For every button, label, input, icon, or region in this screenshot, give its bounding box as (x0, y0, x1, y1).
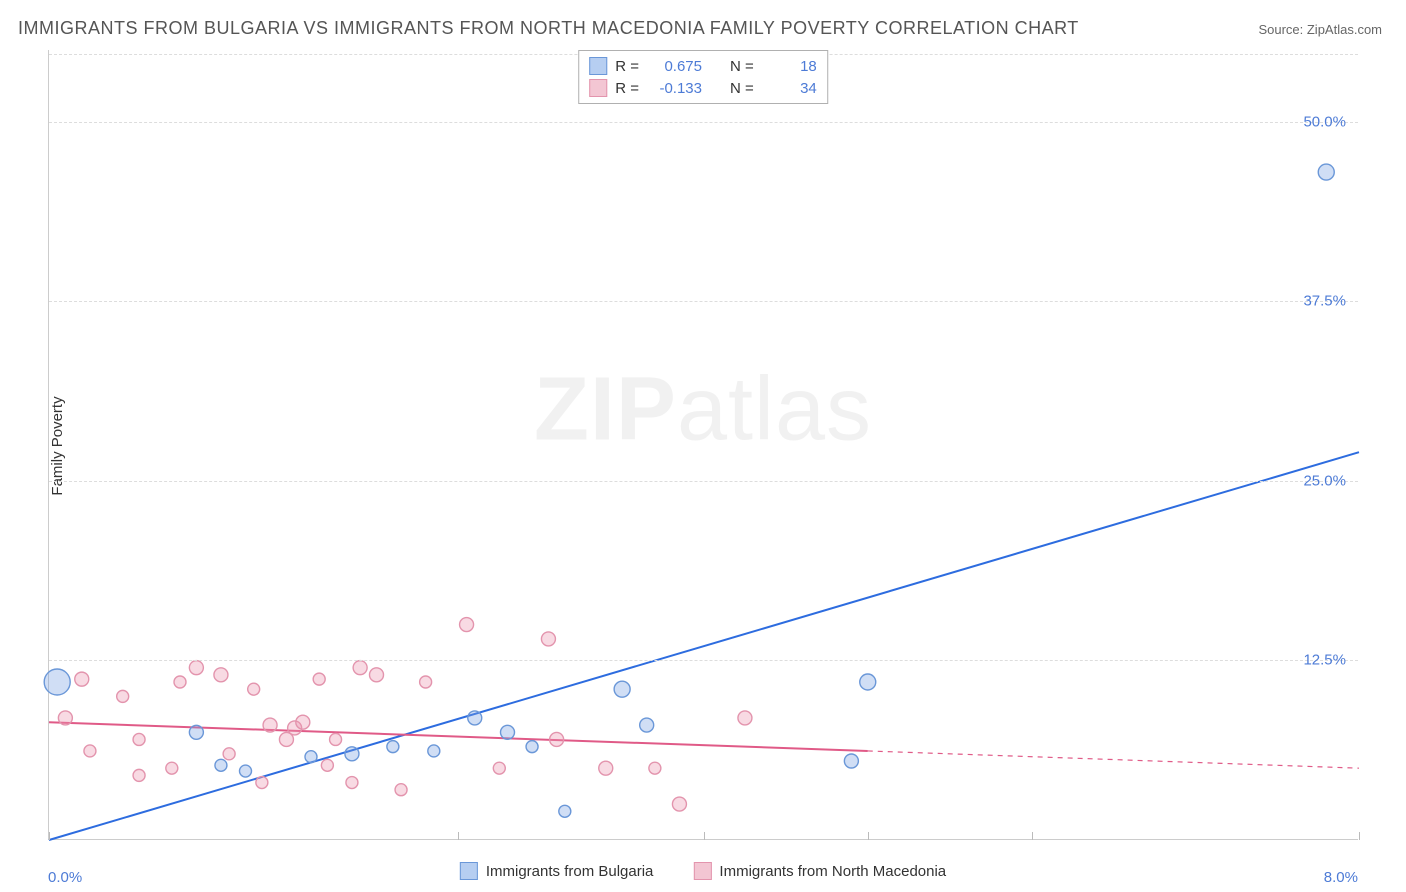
x-axis-max-label: 8.0% (1324, 869, 1358, 886)
legend-n-label: N = (730, 58, 754, 75)
scatter-point (345, 747, 359, 761)
regression-line (49, 722, 868, 751)
scatter-point (501, 725, 515, 739)
scatter-point (223, 748, 235, 760)
scatter-point (313, 673, 325, 685)
scatter-point (353, 661, 367, 675)
scatter-point (672, 797, 686, 811)
scatter-point (640, 718, 654, 732)
scatter-point (133, 769, 145, 781)
scatter-point (305, 751, 317, 763)
correlation-legend: R = 0.675 N = 18 R = -0.133 N = 34 (578, 50, 828, 104)
legend-r-label: R = (615, 80, 639, 97)
scatter-point (166, 762, 178, 774)
gridline (49, 301, 1358, 302)
x-tick (1359, 832, 1360, 840)
x-tick (1032, 832, 1033, 840)
scatter-point (1318, 164, 1334, 180)
series-legend: Immigrants from Bulgaria Immigrants from … (460, 862, 946, 880)
legend-item: Immigrants from Bulgaria (460, 862, 654, 880)
legend-row: R = 0.675 N = 18 (589, 55, 817, 77)
x-tick (458, 832, 459, 840)
scatter-point (84, 745, 96, 757)
scatter-point (248, 683, 260, 695)
legend-label: Immigrants from North Macedonia (719, 863, 946, 880)
legend-r-value: -0.133 (647, 80, 702, 97)
legend-swatch (589, 79, 607, 97)
legend-swatch (460, 862, 478, 880)
scatter-point (75, 672, 89, 686)
x-tick (868, 832, 869, 840)
scatter-point (240, 765, 252, 777)
scatter-point (860, 674, 876, 690)
legend-swatch (693, 862, 711, 880)
scatter-point (526, 741, 538, 753)
chart-svg (49, 50, 1358, 839)
legend-label: Immigrants from Bulgaria (486, 863, 654, 880)
scatter-point (346, 777, 358, 789)
scatter-point (321, 759, 333, 771)
scatter-point (844, 754, 858, 768)
scatter-point (370, 668, 384, 682)
x-axis-min-label: 0.0% (48, 869, 82, 886)
scatter-point (541, 632, 555, 646)
scatter-point (599, 761, 613, 775)
legend-swatch (589, 57, 607, 75)
x-tick (49, 832, 50, 840)
scatter-point (256, 777, 268, 789)
scatter-point (395, 784, 407, 796)
scatter-point (44, 669, 70, 695)
scatter-point (263, 718, 277, 732)
legend-n-value: 34 (762, 80, 817, 97)
legend-r-label: R = (615, 58, 639, 75)
scatter-point (460, 618, 474, 632)
legend-row: R = -0.133 N = 34 (589, 77, 817, 99)
scatter-point (428, 745, 440, 757)
scatter-point (133, 733, 145, 745)
x-tick (704, 832, 705, 840)
scatter-point (296, 715, 310, 729)
scatter-point (214, 668, 228, 682)
legend-n-label: N = (730, 80, 754, 97)
plot-area: 12.5% 25.0% 37.5% 50.0% (48, 50, 1358, 840)
regression-line (49, 452, 1359, 840)
scatter-point (649, 762, 661, 774)
chart-title: IMMIGRANTS FROM BULGARIA VS IMMIGRANTS F… (18, 18, 1079, 39)
scatter-point (420, 676, 432, 688)
scatter-point (559, 805, 571, 817)
scatter-point (738, 711, 752, 725)
scatter-point (117, 690, 129, 702)
y-tick-label: 37.5% (1303, 293, 1346, 310)
legend-n-value: 18 (762, 58, 817, 75)
scatter-point (58, 711, 72, 725)
scatter-point (468, 711, 482, 725)
y-tick-label: 12.5% (1303, 652, 1346, 669)
gridline (49, 481, 1358, 482)
scatter-point (387, 741, 399, 753)
scatter-point (550, 732, 564, 746)
scatter-point (189, 661, 203, 675)
scatter-point (189, 725, 203, 739)
scatter-point (493, 762, 505, 774)
scatter-point (330, 733, 342, 745)
legend-r-value: 0.675 (647, 58, 702, 75)
legend-item: Immigrants from North Macedonia (693, 862, 946, 880)
regression-line-extrapolated (868, 751, 1359, 768)
scatter-point (215, 759, 227, 771)
gridline (49, 122, 1358, 123)
y-tick-label: 50.0% (1303, 113, 1346, 130)
gridline (49, 660, 1358, 661)
source-label: Source: ZipAtlas.com (1258, 22, 1382, 37)
scatter-point (614, 681, 630, 697)
y-tick-label: 25.0% (1303, 472, 1346, 489)
scatter-point (174, 676, 186, 688)
